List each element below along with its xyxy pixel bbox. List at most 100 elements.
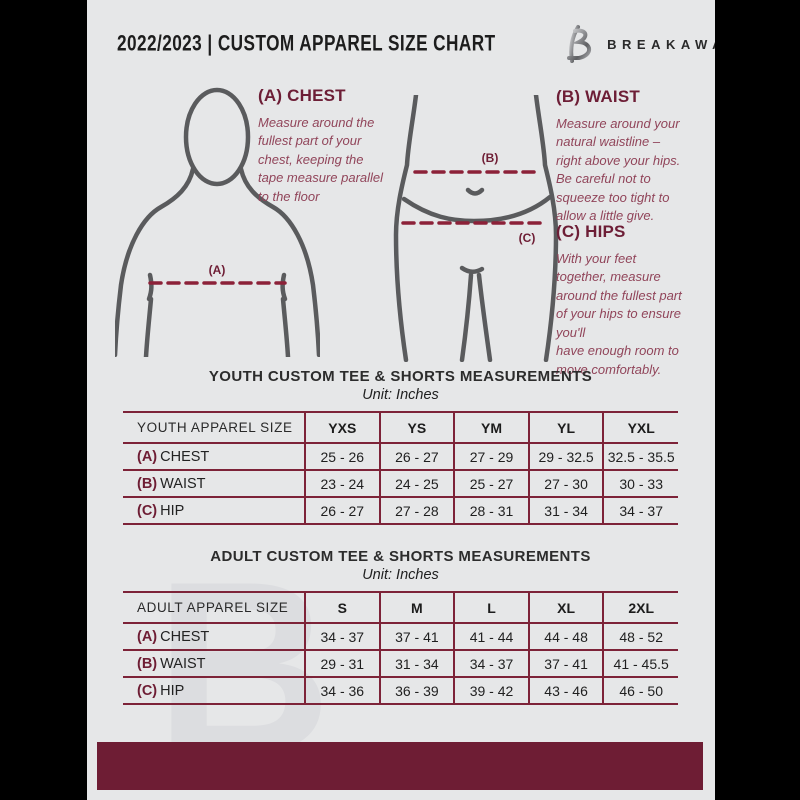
size-range-cell: 27 - 30 bbox=[527, 470, 604, 498]
size-range-cell: 30 - 33 bbox=[602, 470, 678, 498]
measurement-row: (A) CHEST 25 - 26 26 - 27 27 - 29 29 - 32.5 32… bbox=[123, 443, 678, 471]
size-column-header: YXS bbox=[304, 411, 380, 444]
adult-table-title: ADULT CUSTOM TEE & SHORTS MEASUREMENTS bbox=[210, 548, 591, 565]
measurement-label: (A) CHEST bbox=[123, 623, 305, 651]
adult-size-section: ADULT CUSTOM TEE & SHORTS MEASUREMENTS U… bbox=[123, 548, 678, 705]
size-range-cell: 34 - 37 bbox=[453, 650, 529, 678]
size-range-cell: 24 - 25 bbox=[378, 470, 455, 498]
size-range-cell: 31 - 34 bbox=[527, 497, 604, 525]
measurement-letter: (B) bbox=[137, 655, 158, 672]
waist-hip-measurement-figure: (B) (C) bbox=[393, 95, 559, 362]
measurement-label: (C) HIP bbox=[123, 677, 305, 705]
page-title: 2022/2023 | CUSTOM APPAREL SIZE CHART bbox=[117, 31, 496, 56]
size-range-cell: 32.5 - 35.5 bbox=[602, 443, 678, 471]
figure-left-inner-leg bbox=[459, 272, 474, 362]
figure-crotch bbox=[459, 265, 485, 274]
size-range-cell: 26 - 27 bbox=[304, 497, 380, 525]
figure-right-inner-leg bbox=[476, 272, 493, 362]
chest-guide-block: (A) CHEST Measure around the fullest par… bbox=[258, 86, 404, 206]
waist-line-label: (B) bbox=[482, 151, 499, 165]
size-range-cell: 48 - 52 bbox=[602, 623, 678, 651]
document-page: B 2022/2023 | CUSTOM APPAREL SIZE CHART bbox=[87, 0, 715, 800]
size-column-header: L bbox=[453, 591, 529, 624]
size-range-cell: 26 - 27 bbox=[378, 443, 455, 471]
size-column-header: YL bbox=[527, 411, 604, 444]
chest-measurement-figure: (A) bbox=[115, 87, 320, 357]
size-column-header: YXL bbox=[602, 411, 678, 444]
figure-left-inner-arm bbox=[143, 296, 154, 357]
figure-navel bbox=[465, 187, 485, 196]
size-range-cell: 34 - 37 bbox=[602, 497, 678, 525]
size-range-cell: 36 - 39 bbox=[378, 677, 455, 705]
size-range-cell: 39 - 42 bbox=[453, 677, 529, 705]
chest-guide-heading: (A) CHEST bbox=[258, 86, 346, 105]
measurement-label: (B) WAIST bbox=[123, 470, 305, 498]
size-range-cell: 46 - 50 bbox=[602, 677, 678, 705]
size-column-header: XL bbox=[527, 591, 604, 624]
youth-size-table: YOUTH APPAREL SIZE YXS YS YM YL YXL (A) CHEST 25… bbox=[123, 411, 678, 525]
size-range-cell: 29 - 31 bbox=[304, 650, 380, 678]
size-range-cell: 28 - 31 bbox=[453, 497, 529, 525]
size-column-header: 2XL bbox=[602, 591, 678, 624]
size-range-cell: 43 - 46 bbox=[527, 677, 604, 705]
figure-right-inner-arm bbox=[280, 296, 291, 357]
brand-name: BREAKAWAY bbox=[607, 36, 715, 52]
size-column-header: M bbox=[378, 591, 455, 624]
chest-line-label: (A) bbox=[209, 263, 226, 277]
youth-size-section: YOUTH CUSTOM TEE & SHORTS MEASUREMENTS U… bbox=[123, 368, 678, 525]
hip-line-label: (C) bbox=[519, 231, 536, 245]
measurement-label: (A) CHEST bbox=[123, 443, 305, 471]
size-range-cell: 31 - 34 bbox=[378, 650, 455, 678]
brand-lockup: BREAKAWAY bbox=[557, 23, 715, 65]
waist-guide-block: (B) WAIST Measure around your natural wa… bbox=[556, 87, 711, 226]
breakaway-logo-icon bbox=[559, 25, 592, 63]
hips-guide-text: With your feet together, measure around … bbox=[556, 251, 682, 377]
apparel-size-column-header: ADULT APPAREL SIZE bbox=[123, 591, 305, 624]
size-range-cell: 27 - 28 bbox=[378, 497, 455, 525]
adult-table-unit: Unit: Inches bbox=[362, 567, 439, 583]
measurement-letter: (C) bbox=[137, 502, 158, 519]
measurement-letter: (C) bbox=[137, 682, 158, 699]
measurement-letter: (A) bbox=[137, 448, 158, 465]
size-range-cell: 37 - 41 bbox=[527, 650, 604, 678]
size-column-header: YM bbox=[453, 411, 529, 444]
size-range-cell: 34 - 37 bbox=[304, 623, 380, 651]
youth-table-title: YOUTH CUSTOM TEE & SHORTS MEASUREMENTS bbox=[208, 368, 593, 385]
measurement-row: (C) HIP 26 - 27 27 - 28 28 - 31 31 - 34 34 - 3… bbox=[123, 497, 678, 525]
youth-table-unit: Unit: Inches bbox=[362, 387, 439, 403]
chest-guide-text: Measure around the fullest part of your … bbox=[258, 115, 384, 204]
measurement-row: (B) WAIST 23 - 24 24 - 25 25 - 27 27 - 30 30 -… bbox=[123, 470, 678, 498]
footer-bar bbox=[97, 742, 703, 790]
size-range-cell: 34 - 36 bbox=[304, 677, 380, 705]
size-range-cell: 41 - 45.5 bbox=[602, 650, 678, 678]
measurement-label: (B) WAIST bbox=[123, 650, 305, 678]
measurement-row: (C) HIP 34 - 36 36 - 39 39 - 42 43 - 46 46 - 5… bbox=[123, 677, 678, 705]
measurement-letter: (A) bbox=[137, 628, 158, 645]
measurement-row: (B) WAIST 29 - 31 31 - 34 34 - 37 37 - 41 41 -… bbox=[123, 650, 678, 678]
size-range-cell: 23 - 24 bbox=[304, 470, 380, 498]
hips-guide-heading: (C) HIPS bbox=[556, 222, 626, 241]
document-header: 2022/2023 | CUSTOM APPAREL SIZE CHART bbox=[117, 22, 715, 66]
hips-guide-block: (C) HIPS With your feet together, measur… bbox=[556, 222, 715, 379]
size-range-cell: 41 - 44 bbox=[453, 623, 529, 651]
size-table-header-row: YOUTH APPAREL SIZE YXS YS YM YL YXL bbox=[123, 411, 678, 444]
size-column-header: YS bbox=[378, 411, 455, 444]
measurement-row: (A) CHEST 34 - 37 37 - 41 41 - 44 44 - 48 48 -… bbox=[123, 623, 678, 651]
measurement-letter: (B) bbox=[137, 475, 158, 492]
size-range-cell: 44 - 48 bbox=[527, 623, 604, 651]
apparel-size-column-header: YOUTH APPAREL SIZE bbox=[123, 411, 305, 444]
size-range-cell: 25 - 27 bbox=[453, 470, 529, 498]
size-range-cell: 37 - 41 bbox=[378, 623, 455, 651]
figure-left-armpit bbox=[146, 272, 154, 302]
waist-guide-text: Measure around your natural waistline – … bbox=[556, 116, 681, 224]
figure-left-side bbox=[393, 95, 419, 362]
figure-left-shoulder-arm bbox=[115, 166, 196, 357]
size-range-cell: 27 - 29 bbox=[453, 443, 529, 471]
size-table-header-row: ADULT APPAREL SIZE S M L XL 2XL bbox=[123, 591, 678, 624]
size-column-header: S bbox=[304, 591, 380, 624]
measurement-label: (C) HIP bbox=[123, 497, 305, 525]
size-range-cell: 25 - 26 bbox=[304, 443, 380, 471]
figure-head bbox=[183, 87, 251, 187]
size-range-cell: 29 - 32.5 bbox=[527, 443, 604, 471]
